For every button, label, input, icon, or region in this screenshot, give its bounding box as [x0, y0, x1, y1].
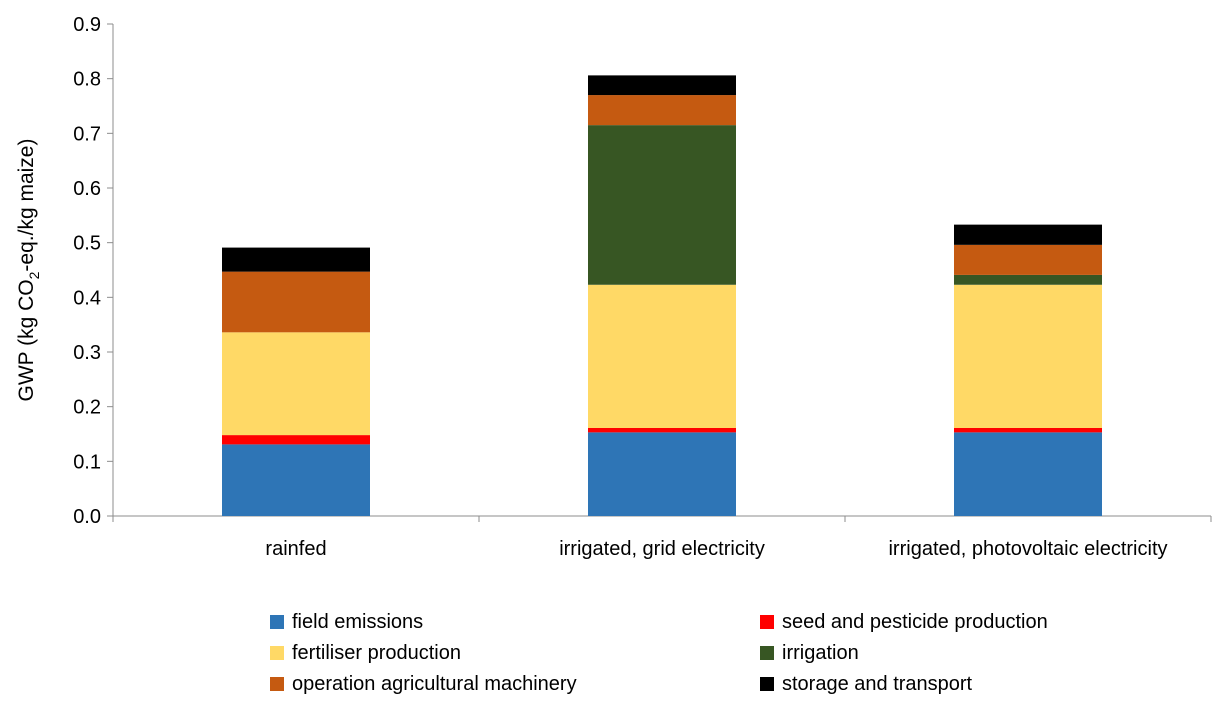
legend-label: seed and pesticide production — [782, 610, 1048, 633]
bar-segment — [222, 435, 370, 445]
x-tick-label: irrigated, photovoltaic electricity — [888, 538, 1167, 560]
legend-label: fertiliser production — [292, 641, 461, 664]
y-tick-label: 0.1 — [73, 451, 101, 473]
legend-item-storage-transport: storage and transport — [760, 670, 972, 698]
bar-segment — [588, 125, 736, 285]
legend-swatch — [760, 646, 774, 660]
legend-item-seed-pesticide: seed and pesticide production — [760, 608, 1048, 636]
legend-item-fertiliser: fertiliser production — [270, 639, 461, 667]
bar-segment — [222, 247, 370, 272]
y-axis-label-text: -eq./kg maize) — [15, 139, 38, 272]
y-tick-label: 0.0 — [73, 506, 101, 528]
y-tick-label: 0.7 — [73, 123, 101, 145]
legend: field emissions seed and pesticide produ… — [270, 608, 1170, 700]
legend-swatch — [270, 677, 284, 691]
bar-segment — [222, 271, 370, 333]
legend-swatch — [270, 646, 284, 660]
bar-segment — [954, 284, 1102, 428]
bar-segment — [954, 427, 1102, 433]
y-tick-label: 0.9 — [73, 14, 101, 36]
bar-segment — [588, 284, 736, 428]
legend-swatch — [760, 615, 774, 629]
y-axis-label: GWP (kg CO2-eq./kg maize) — [15, 139, 42, 402]
bar-segment — [954, 244, 1102, 275]
legend-label: irrigation — [782, 641, 859, 664]
legend-item-irrigation: irrigation — [760, 639, 859, 667]
bar-segment — [954, 224, 1102, 245]
y-tick-label: 0.3 — [73, 342, 101, 364]
y-tick-label: 0.8 — [73, 69, 101, 91]
bar-segment — [588, 75, 736, 96]
y-tick-label: 0.4 — [73, 287, 101, 309]
legend-item-machinery: operation agricultural machinery — [270, 670, 577, 698]
x-tick-label: rainfed — [265, 538, 326, 560]
y-tick-label: 0.5 — [73, 233, 101, 255]
bar-segment — [954, 432, 1102, 516]
bar-segment — [222, 444, 370, 516]
legend-label: storage and transport — [782, 672, 973, 695]
bar-segment — [588, 427, 736, 433]
y-axis-label-subscript: 2 — [26, 271, 42, 279]
legend-label: operation agricultural machinery — [292, 672, 577, 695]
legend-swatch — [270, 615, 284, 629]
legend-swatch — [760, 677, 774, 691]
legend-item-field-emissions: field emissions — [270, 608, 423, 636]
bar-segment — [588, 432, 736, 516]
y-tick-label: 0.2 — [73, 397, 101, 419]
y-tick-label: 0.6 — [73, 178, 101, 200]
bar-segment — [588, 95, 736, 126]
x-tick-label: irrigated, grid electricity — [559, 538, 765, 560]
bar-segment — [954, 274, 1102, 285]
bar-segment — [222, 332, 370, 436]
legend-label: field emissions — [292, 610, 424, 633]
y-axis-label-text: GWP (kg CO — [15, 279, 38, 401]
